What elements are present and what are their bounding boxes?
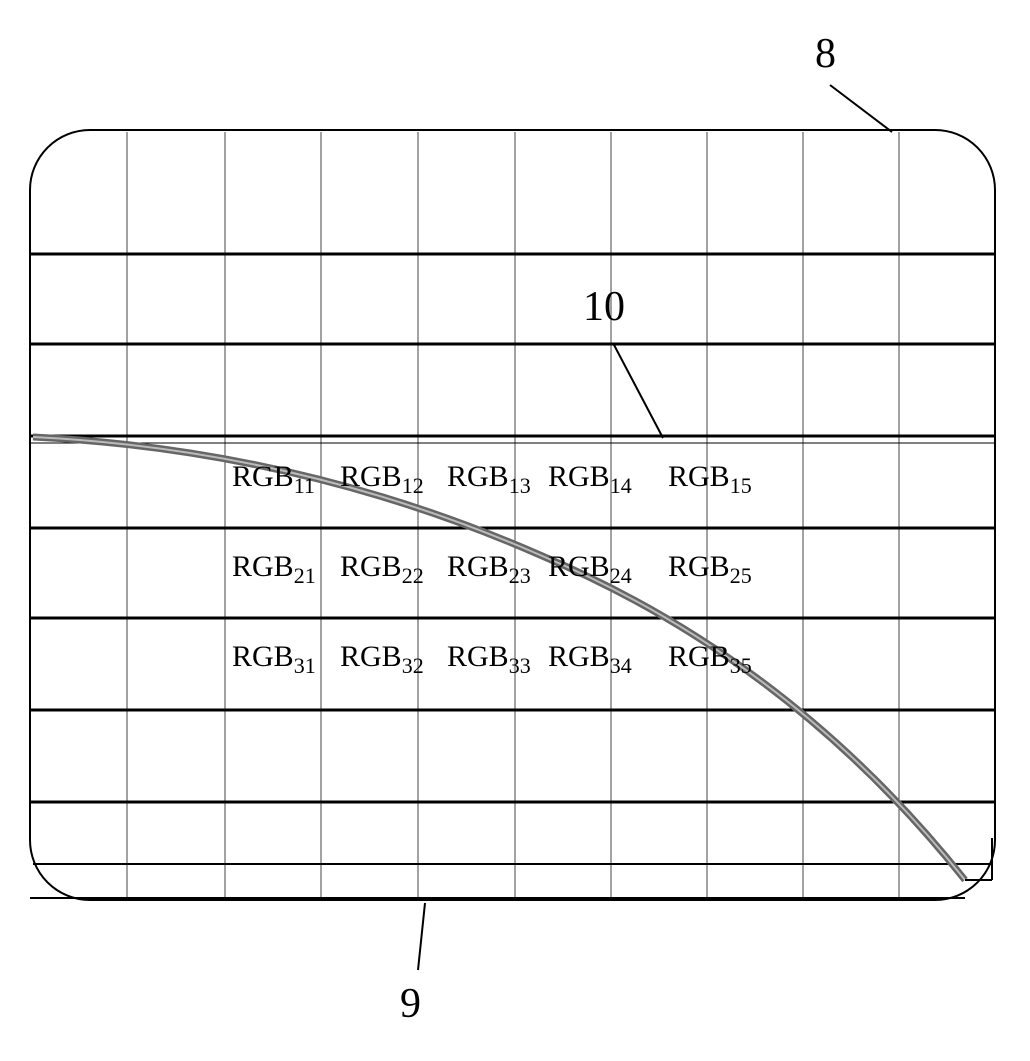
rgb-cell-33: RGB33 <box>447 640 531 679</box>
outer-frame <box>30 130 995 900</box>
leader-10 <box>613 343 663 438</box>
rgb-cell-12: RGB12 <box>340 460 424 499</box>
rgb-cell-21: RGB21 <box>232 550 316 589</box>
callout-8: 8 <box>815 30 836 78</box>
rgb-cell-24: RGB24 <box>548 550 632 589</box>
rgb-cell-23: RGB23 <box>447 550 531 589</box>
diagram-svg <box>0 0 1030 1061</box>
rgb-cell-35: RGB35 <box>668 640 752 679</box>
rgb-cell-25: RGB25 <box>668 550 752 589</box>
callout-9: 9 <box>400 980 421 1028</box>
callout-10: 10 <box>583 283 625 331</box>
rgb-cell-34: RGB34 <box>548 640 632 679</box>
rgb-cell-22: RGB22 <box>340 550 424 589</box>
rgb-cell-31: RGB31 <box>232 640 316 679</box>
vertical-grid <box>127 132 899 898</box>
rgb-cell-14: RGB14 <box>548 460 632 499</box>
diagram-root: 8 10 9 RGB11 RGB12 RGB13 RGB14 RGB15 RGB21 RGB… <box>0 0 1030 1061</box>
leader-9 <box>418 903 425 970</box>
rgb-cell-13: RGB13 <box>447 460 531 499</box>
rgb-cell-32: RGB32 <box>340 640 424 679</box>
rgb-cell-11: RGB11 <box>232 460 315 499</box>
rgb-cell-15: RGB15 <box>668 460 752 499</box>
leader-8 <box>830 85 892 132</box>
